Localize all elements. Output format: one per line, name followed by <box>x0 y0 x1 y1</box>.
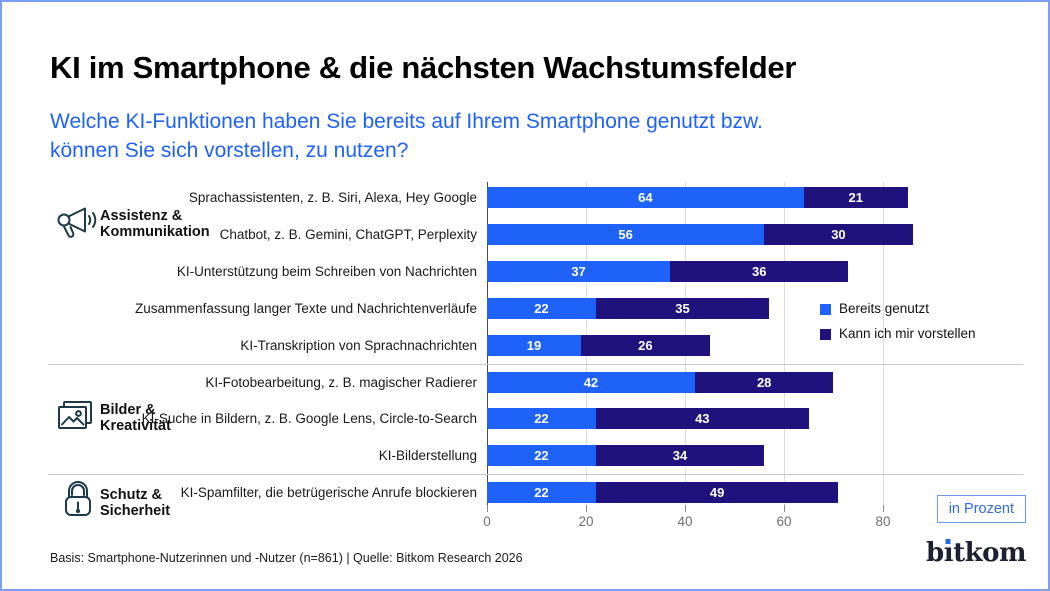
gridline-80 <box>883 182 884 511</box>
tickmark-60 <box>784 505 785 512</box>
legend-swatch <box>820 304 831 315</box>
x-tick-label: 20 <box>578 514 594 529</box>
group-separator <box>48 474 1023 476</box>
bar-segment-bereits-genutzt: 22 <box>487 445 596 467</box>
subtitle-line-2: können Sie sich vorstellen, zu nutzen? <box>50 139 409 162</box>
logo-i-dot <box>945 539 951 544</box>
bar-segment-kann-ich-mir-vorstellen: 43 <box>595 408 809 430</box>
bar-value-label: 49 <box>709 485 725 501</box>
group-label-assistenz-kommunikation: Assistenz & Kommunikation <box>100 208 210 240</box>
bar-value-label: 30 <box>831 226 846 242</box>
bar-segment-bereits-genutzt: 22 <box>487 408 596 430</box>
tickmark-40 <box>685 505 686 512</box>
group-label-schutz-sicherheit: Schutz & Sicherheit <box>100 487 170 519</box>
tickmark-20 <box>586 505 587 512</box>
x-tick-label: 0 <box>483 514 491 529</box>
logo-text-part: ı <box>943 538 954 568</box>
row-label: Sprachassistenten, z. B. Siri, Alexa, He… <box>188 190 477 205</box>
bar-value-label: 34 <box>672 448 688 464</box>
tickmark-80 <box>883 505 884 512</box>
logo-i-letter: ı <box>943 538 954 568</box>
lock-icon <box>65 481 91 516</box>
bar-segment-kann-ich-mir-vorstellen: 28 <box>694 371 834 393</box>
bar-value-label: 19 <box>526 337 542 353</box>
page-title: KI im Smartphone & die nächsten Wachstum… <box>50 50 797 85</box>
bar-segment-bereits-genutzt: 64 <box>487 187 804 208</box>
row-label: KI-Transkription von Sprachnachrichten <box>240 337 477 353</box>
group-label-line: Kommunikation <box>100 224 210 240</box>
legend-label: Bereits genutzt <box>839 301 930 316</box>
megaphone-icon <box>57 207 97 238</box>
row-label: KI-Bilderstellung <box>378 448 477 464</box>
unit-badge: in Prozent <box>936 495 1026 523</box>
row-label: KI-Spamfilter, die betrügerische Anrufe … <box>180 485 477 501</box>
bar-segment-kann-ich-mir-vorstellen: 30 <box>764 223 913 245</box>
bar-value-label: 22 <box>534 411 549 427</box>
bar-segment-kann-ich-mir-vorstellen: 49 <box>595 482 839 504</box>
bar-value-label: 37 <box>571 263 586 279</box>
bar-value-label: 22 <box>534 448 549 464</box>
logo-text-part: b <box>926 538 944 568</box>
bar-segment-kann-ich-mir-vorstellen: 21 <box>803 187 908 208</box>
x-tick-label: 60 <box>776 514 792 529</box>
bar-value-label: 26 <box>638 337 653 353</box>
bar-value-label: 56 <box>618 226 633 242</box>
tickmark-0 <box>487 505 488 512</box>
bar-segment-kann-ich-mir-vorstellen: 26 <box>581 334 710 356</box>
row-label: Chatbot, z. B. Gemini, ChatGPT, Perplexi… <box>219 226 477 242</box>
group-label-bilder-kreativitaet: Bilder & Kreativität <box>100 402 171 434</box>
group-label-line: Assistenz & <box>100 208 183 224</box>
group-label-line: Bilder & <box>100 402 156 418</box>
bar-value-label: 28 <box>756 374 772 390</box>
bar-value-label: 22 <box>534 300 549 316</box>
bar-segment-bereits-genutzt: 22 <box>487 482 596 504</box>
bar-segment-kann-ich-mir-vorstellen: 36 <box>670 260 849 282</box>
bar-value-label: 64 <box>638 190 653 205</box>
source-note: Basis: Smartphone-Nutzerinnen und -Nutze… <box>50 551 523 565</box>
legend-swatch <box>820 329 831 340</box>
bar-segment-kann-ich-mir-vorstellen: 34 <box>595 445 765 467</box>
bar-value-label: 42 <box>583 374 599 390</box>
row-label: KI-Unterstützung beim Schreiben von Nach… <box>176 263 477 279</box>
bar-segment-bereits-genutzt: 42 <box>487 371 695 393</box>
legend-label: Kann ich mir vorstellen <box>839 326 976 341</box>
row-label: KI-Fotobearbeitung, z. B. magischer Radi… <box>205 374 477 390</box>
bar-segment-bereits-genutzt: 19 <box>487 334 582 356</box>
bar-value-label: 35 <box>675 300 690 316</box>
bar-value-label: 36 <box>752 263 767 279</box>
bar-segment-bereits-genutzt: 37 <box>487 260 671 282</box>
group-label-line: Schutz & <box>100 487 163 503</box>
x-tick-label: 40 <box>677 514 693 529</box>
bar-value-label: 21 <box>848 190 863 205</box>
group-label-line: Kreativität <box>100 418 171 434</box>
x-tick-label: 80 <box>875 514 891 529</box>
group-separator <box>48 363 1023 365</box>
logo-text-part: tkom <box>953 538 1026 568</box>
bar-segment-bereits-genutzt: 22 <box>487 297 596 319</box>
row-label: Zusammenfassung langer Texte und Nachric… <box>135 300 477 316</box>
subtitle: Welche KI-Funktionen haben Sie bereits a… <box>50 107 763 165</box>
subtitle-line-1: Welche KI-Funktionen haben Sie bereits a… <box>50 110 763 133</box>
gridline-60 <box>784 182 785 511</box>
row-label: KI-Suche in Bildern, z. B. Google Lens, … <box>141 411 477 427</box>
bar-value-label: 43 <box>695 411 710 427</box>
bar-segment-kann-ich-mir-vorstellen: 35 <box>595 297 770 319</box>
image-icon <box>58 401 92 429</box>
bar-value-label: 22 <box>534 485 549 501</box>
group-label-line: Sicherheit <box>100 503 171 519</box>
bitkom-logo: b ıtkom <box>926 538 1026 568</box>
bar-segment-bereits-genutzt: 56 <box>487 223 765 245</box>
